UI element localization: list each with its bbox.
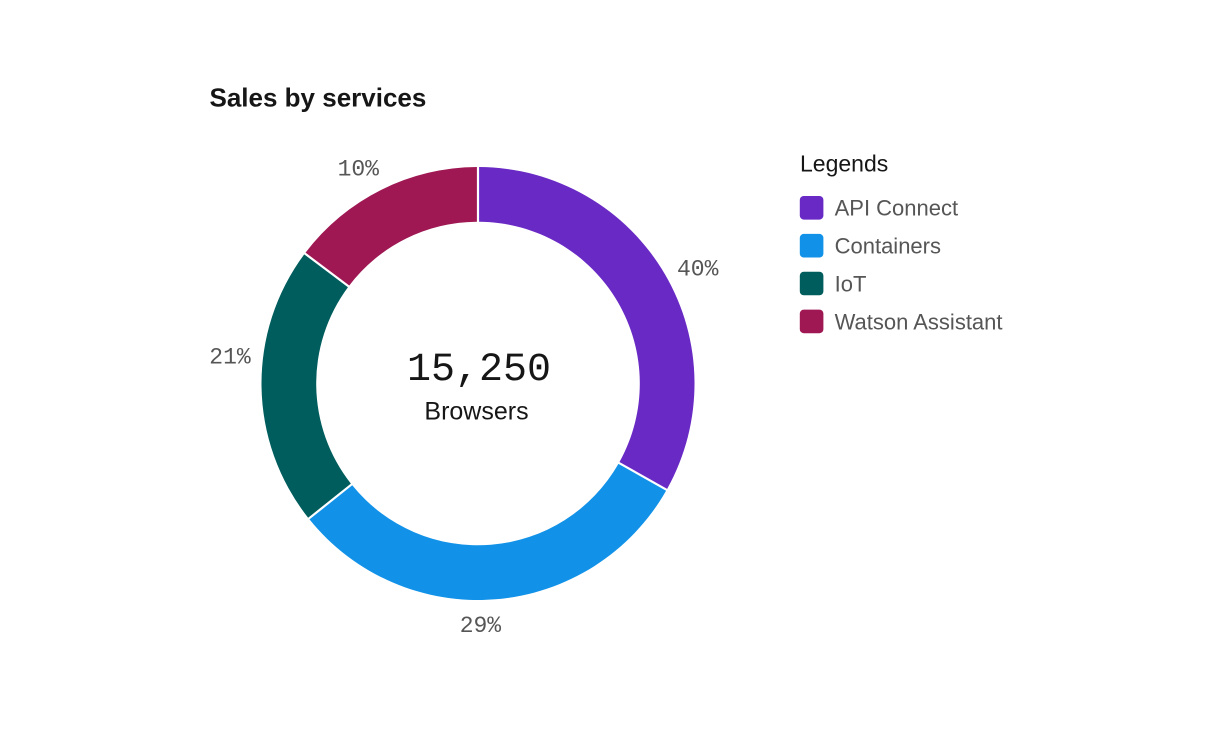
svg-text:40%: 40% [677, 257, 719, 283]
svg-text:API Connect: API Connect [835, 196, 959, 221]
svg-text:Watson Assistant: Watson Assistant [835, 309, 1003, 334]
svg-text:10%: 10% [338, 157, 380, 183]
svg-text:Browsers: Browsers [424, 398, 528, 426]
svg-text:Containers: Containers [835, 234, 941, 259]
svg-text:Sales by services: Sales by services [210, 83, 427, 113]
svg-text:IoT: IoT [835, 271, 867, 296]
svg-text:Legends: Legends [800, 150, 888, 176]
svg-text:21%: 21% [209, 345, 251, 371]
svg-text:29%: 29% [460, 613, 502, 639]
svg-text:15,250: 15,250 [407, 348, 551, 393]
